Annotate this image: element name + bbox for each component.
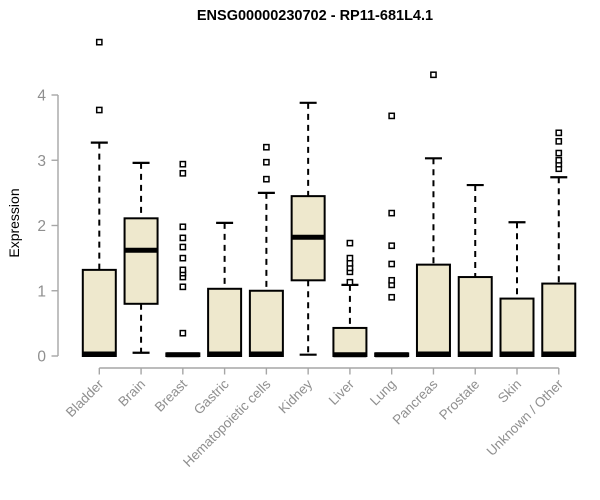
box-bladder: [81, 268, 117, 357]
outlier-hematopoietic-cells: [263, 158, 270, 166]
x-tick-label: Gastric: [191, 376, 232, 417]
outlier-lung: [388, 242, 396, 250]
x-tick-label: Bladder: [63, 376, 107, 420]
box-unknown-other: [541, 282, 577, 358]
y-tick-label: 0: [37, 349, 46, 366]
x-tick-label: Pancreas: [390, 376, 441, 427]
outlier-breast: [179, 243, 187, 251]
y-tick-label: 2: [37, 218, 46, 235]
box-liver: [332, 326, 368, 358]
outlier-breast: [179, 160, 187, 168]
outlier-lung: [388, 112, 396, 120]
x-tick-label: Breast: [152, 376, 190, 414]
x-tick-label: Kidney: [275, 376, 315, 416]
box-prostate: [457, 276, 493, 357]
x-tick-label: Prostate: [436, 377, 482, 423]
outlier-breast: [179, 283, 187, 291]
outlier-liver: [346, 259, 354, 267]
x-tick-label: Unknown / Other: [484, 376, 567, 459]
chart-title: ENSG00000230702 - RP11-681L4.1: [196, 8, 434, 24]
box-brain: [123, 217, 159, 305]
x-tick-label: Liver: [326, 376, 358, 408]
outlier-lung: [388, 276, 396, 284]
outlier-hematopoietic-cells: [263, 143, 270, 151]
outlier-breast: [179, 254, 187, 262]
x-tick-label: Brain: [115, 377, 148, 410]
x-tick-label: Lung: [367, 377, 399, 409]
outlier-hematopoietic-cells: [263, 175, 270, 183]
outlier-unknown-other: [555, 129, 563, 137]
y-tick-label: 1: [37, 283, 46, 300]
outlier-unknown-other: [555, 156, 563, 164]
outlier-lung: [388, 209, 396, 217]
outlier-bladder: [95, 38, 103, 46]
outlier-unknown-other: [555, 149, 563, 157]
outlier-pancreas: [430, 71, 437, 79]
outlier-breast: [179, 223, 187, 231]
box-gastric: [207, 287, 243, 358]
outlier-breast: [179, 169, 187, 177]
outlier-unknown-other: [555, 137, 563, 145]
outlier-bladder: [95, 106, 103, 114]
outlier-liver: [346, 254, 354, 262]
outlier-liver: [346, 239, 354, 247]
outlier-breast: [179, 234, 187, 242]
box-hematopoietic-cells: [248, 289, 284, 357]
y-tick-label: 4: [37, 88, 46, 105]
box-skin: [499, 297, 535, 357]
y-tick-label: 3: [37, 153, 46, 170]
box-pancreas: [415, 263, 451, 357]
outlier-liver: [346, 278, 354, 286]
x-tick-label: Skin: [495, 377, 524, 406]
outlier-breast: [179, 329, 187, 337]
outlier-lung: [388, 293, 396, 301]
outlier-breast: [179, 266, 187, 274]
outlier-lung: [388, 260, 396, 268]
